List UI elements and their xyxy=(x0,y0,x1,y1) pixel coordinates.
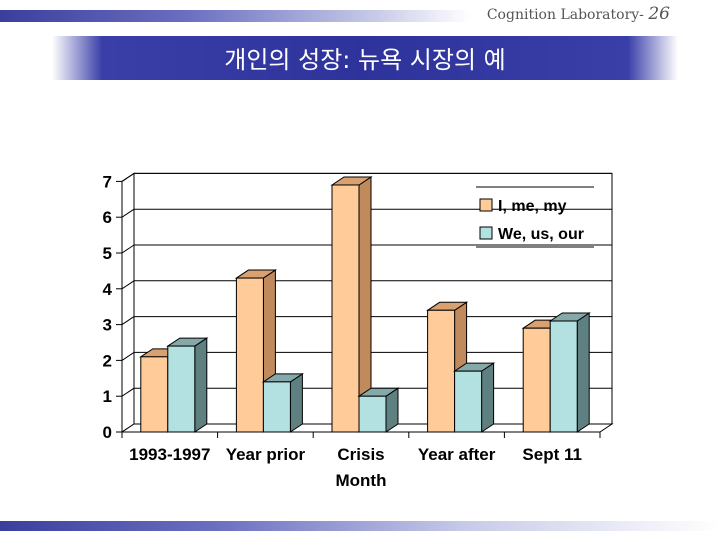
bar-1 xyxy=(330,176,373,433)
header-decor-strip xyxy=(0,10,470,22)
bar-front xyxy=(522,327,551,433)
legend-swatch xyxy=(479,198,493,212)
legend-swatch xyxy=(479,226,493,240)
bar-2 xyxy=(357,387,400,433)
lab-name: Cognition Laboratory- xyxy=(486,7,644,23)
bar-front xyxy=(167,345,196,433)
gridline-side xyxy=(121,244,135,254)
bar-side xyxy=(194,337,208,433)
bars xyxy=(139,176,591,433)
x-category-label: Sept 11 xyxy=(522,445,582,464)
y-tick-label: 3 xyxy=(103,316,112,335)
bar-side xyxy=(289,372,303,433)
footer-decor-strip xyxy=(0,521,720,531)
x-category-label: Crisis xyxy=(337,445,384,464)
bar-front xyxy=(358,395,387,433)
bar-2 xyxy=(261,372,305,433)
bar-2 xyxy=(166,337,209,433)
gridline-side xyxy=(121,387,135,397)
bar-2 xyxy=(452,362,496,433)
bar-front xyxy=(549,320,578,433)
legend: I, me, my We, us, our xyxy=(476,186,594,248)
bar-front xyxy=(262,381,291,433)
header-label: Cognition Laboratory- 26 xyxy=(487,4,670,24)
gridline-side xyxy=(121,208,135,218)
bar-2 xyxy=(548,312,591,433)
y-tick-label: 2 xyxy=(103,351,112,370)
legend-label: I, me, my xyxy=(498,198,567,215)
x-category-label: Year after xyxy=(418,445,496,464)
bar-front xyxy=(427,309,456,433)
title-bar: 개인의 성장: 뉴욕 시장의 예 xyxy=(52,36,678,80)
slide-title: 개인의 성장: 뉴욕 시장의 예 xyxy=(224,46,506,74)
legend-label: We, us, our xyxy=(498,226,584,243)
bar-front xyxy=(235,277,264,433)
y-tick-label: 4 xyxy=(103,280,113,299)
bar-front xyxy=(331,184,360,433)
side-wall xyxy=(121,172,135,433)
x-category-label: Month xyxy=(336,471,387,490)
gridline-side xyxy=(121,316,135,326)
x-category-label: Year prior xyxy=(226,445,306,464)
bar-front xyxy=(454,370,483,433)
chart-root: 0 1 2 3 4 5 6 7 1993-1997 Year prior Crisis Month Ye… xyxy=(103,172,614,490)
bar-side xyxy=(481,362,495,433)
x-labels: 1993-1997 Year prior Crisis Month Year after… xyxy=(129,445,582,490)
bar-front xyxy=(140,356,169,433)
gridline-side xyxy=(121,172,135,182)
x-ticks xyxy=(121,432,601,438)
y-tick-label: 6 xyxy=(103,208,112,227)
y-tick-label: 1 xyxy=(103,387,112,406)
page-number: 26 xyxy=(648,4,670,24)
y-tick-label: 7 xyxy=(103,172,112,191)
y-tick-label: 0 xyxy=(103,423,112,442)
gridline-side xyxy=(121,351,135,361)
x-category-label: 1993-1997 xyxy=(129,445,210,464)
bar-side xyxy=(576,312,590,433)
gridline-side xyxy=(121,280,135,290)
y-tick-label: 5 xyxy=(103,244,112,263)
